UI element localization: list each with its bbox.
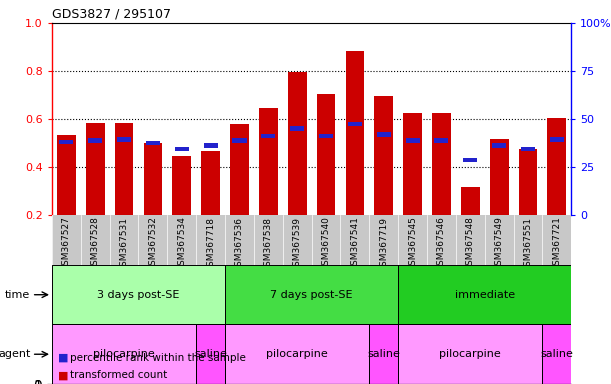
Bar (225, 324, 369, 384)
Text: GSM367536: GSM367536 (235, 217, 244, 271)
Text: GSM367721: GSM367721 (552, 217, 562, 271)
Bar (81, 215, 109, 265)
Bar (519, 149, 538, 215)
Bar (550, 137, 564, 142)
Text: GSM367545: GSM367545 (408, 217, 417, 271)
Bar (225, 265, 398, 324)
Bar (196, 215, 225, 265)
Text: GSM367539: GSM367539 (293, 217, 302, 271)
Text: GSM367532: GSM367532 (148, 217, 158, 271)
Bar (514, 215, 543, 265)
Bar (340, 215, 369, 265)
Bar (543, 215, 571, 265)
Text: time: time (5, 290, 31, 300)
Bar (398, 265, 571, 324)
Text: immediate: immediate (455, 290, 515, 300)
Bar (463, 158, 477, 162)
Bar (52, 215, 81, 265)
Bar (345, 51, 364, 215)
Text: GSM367718: GSM367718 (206, 217, 215, 271)
Bar (203, 143, 218, 147)
Text: saline: saline (194, 349, 227, 359)
Text: GDS3827 / 295107: GDS3827 / 295107 (52, 7, 171, 20)
Text: GSM367548: GSM367548 (466, 217, 475, 271)
Text: GSM367527: GSM367527 (62, 217, 71, 271)
Bar (485, 215, 514, 265)
Bar (52, 265, 225, 324)
Bar (232, 139, 246, 143)
Bar (398, 324, 543, 384)
Text: GSM367531: GSM367531 (120, 217, 128, 271)
Bar (175, 147, 189, 151)
Text: GSM367528: GSM367528 (90, 217, 100, 271)
Bar (312, 215, 340, 265)
Bar (521, 147, 535, 151)
Bar (547, 118, 566, 215)
Bar (262, 134, 276, 138)
Text: saline: saline (540, 349, 573, 359)
Bar (196, 324, 225, 384)
Bar (52, 324, 196, 384)
Bar (230, 124, 249, 215)
Bar (139, 215, 167, 265)
Text: transformed count: transformed count (70, 370, 167, 380)
Bar (201, 151, 220, 215)
Bar (167, 215, 196, 265)
Bar (144, 143, 163, 215)
Bar (490, 139, 508, 215)
Text: ■: ■ (58, 370, 68, 380)
Text: GSM367540: GSM367540 (321, 217, 331, 271)
Bar (254, 215, 283, 265)
Bar (432, 113, 451, 215)
Bar (283, 215, 312, 265)
Bar (290, 126, 304, 131)
Bar (319, 134, 333, 138)
Text: saline: saline (367, 349, 400, 359)
Text: GSM367541: GSM367541 (350, 217, 359, 271)
Text: GSM367538: GSM367538 (264, 217, 273, 271)
Bar (115, 122, 133, 215)
Bar (348, 122, 362, 126)
Bar (288, 72, 307, 215)
Bar (492, 143, 506, 147)
Bar (109, 215, 139, 265)
Bar (369, 215, 398, 265)
Bar (146, 141, 160, 145)
Bar (225, 215, 254, 265)
Text: GSM367534: GSM367534 (177, 217, 186, 271)
Text: agent: agent (0, 349, 31, 359)
Text: 3 days post-SE: 3 days post-SE (97, 290, 180, 300)
Bar (377, 132, 391, 137)
Text: ■: ■ (58, 353, 68, 363)
Text: pilocarpine: pilocarpine (93, 349, 155, 359)
Bar (456, 215, 485, 265)
Bar (403, 113, 422, 215)
Text: GSM367551: GSM367551 (524, 217, 533, 271)
Text: 7 days post-SE: 7 days post-SE (270, 290, 353, 300)
Bar (543, 324, 571, 384)
Bar (375, 96, 393, 215)
Text: GSM367549: GSM367549 (495, 217, 503, 271)
Bar (398, 215, 427, 265)
Bar (57, 135, 76, 215)
Text: GSM367546: GSM367546 (437, 217, 446, 271)
Bar (86, 122, 104, 215)
Bar (427, 215, 456, 265)
Text: pilocarpine: pilocarpine (266, 349, 328, 359)
Text: GSM367719: GSM367719 (379, 217, 388, 271)
Bar (316, 94, 335, 215)
Bar (461, 187, 480, 215)
Bar (117, 137, 131, 142)
Text: pilocarpine: pilocarpine (439, 349, 501, 359)
Bar (369, 324, 398, 384)
Bar (59, 140, 73, 144)
Bar (406, 139, 420, 143)
Bar (172, 156, 191, 215)
Bar (259, 108, 278, 215)
Bar (434, 139, 448, 143)
Bar (88, 139, 102, 143)
Text: percentile rank within the sample: percentile rank within the sample (70, 353, 246, 363)
